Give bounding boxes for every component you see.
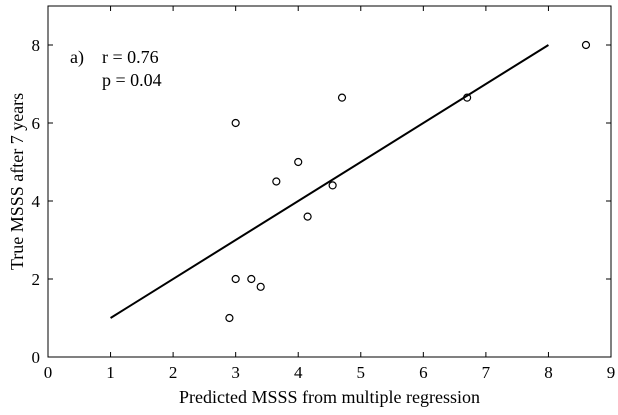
data-point (231, 118, 240, 128)
annotation-p-value: p = 0.04 (102, 70, 162, 90)
x-tick-label: 9 (607, 363, 616, 382)
x-tick-label: 4 (294, 363, 303, 382)
y-tick-label: 2 (32, 270, 41, 289)
x-tick-label: 3 (231, 363, 240, 382)
x-tick-label: 7 (482, 363, 491, 382)
axis-ticks: 0 1 2 3 4 5 6 7 8 9 0 2 4 6 8 (32, 6, 616, 382)
y-tick-label: 4 (32, 192, 41, 211)
regression-line (110, 44, 549, 319)
x-tick-label: 0 (44, 363, 53, 382)
data-point (256, 282, 265, 291)
annotation-panel-label: a) (70, 47, 84, 68)
x-axis-label: Predicted MSSS from multiple regression (179, 387, 480, 407)
x-tick-label: 2 (169, 363, 178, 382)
x-tick-label: 1 (106, 363, 115, 382)
data-points (225, 40, 591, 323)
data-point (294, 157, 303, 167)
y-axis-label: True MSSS after 7 years (7, 93, 27, 270)
x-tick-label: 6 (419, 363, 428, 382)
annotation-r-value: r = 0.76 (102, 47, 159, 67)
y-tick-label: 8 (32, 36, 41, 55)
data-point (231, 274, 240, 284)
data-point (272, 177, 281, 186)
x-tick-label: 8 (544, 363, 553, 382)
x-tick-label: 5 (357, 363, 366, 382)
data-point (247, 274, 256, 284)
data-point (581, 40, 591, 50)
y-tick-label: 0 (32, 348, 41, 367)
regression-line-group (110, 44, 549, 319)
data-point (328, 181, 337, 190)
data-point (337, 93, 347, 102)
data-point (225, 313, 234, 323)
data-point (463, 93, 472, 102)
y-tick-label: 6 (32, 114, 41, 133)
data-point (303, 212, 312, 221)
